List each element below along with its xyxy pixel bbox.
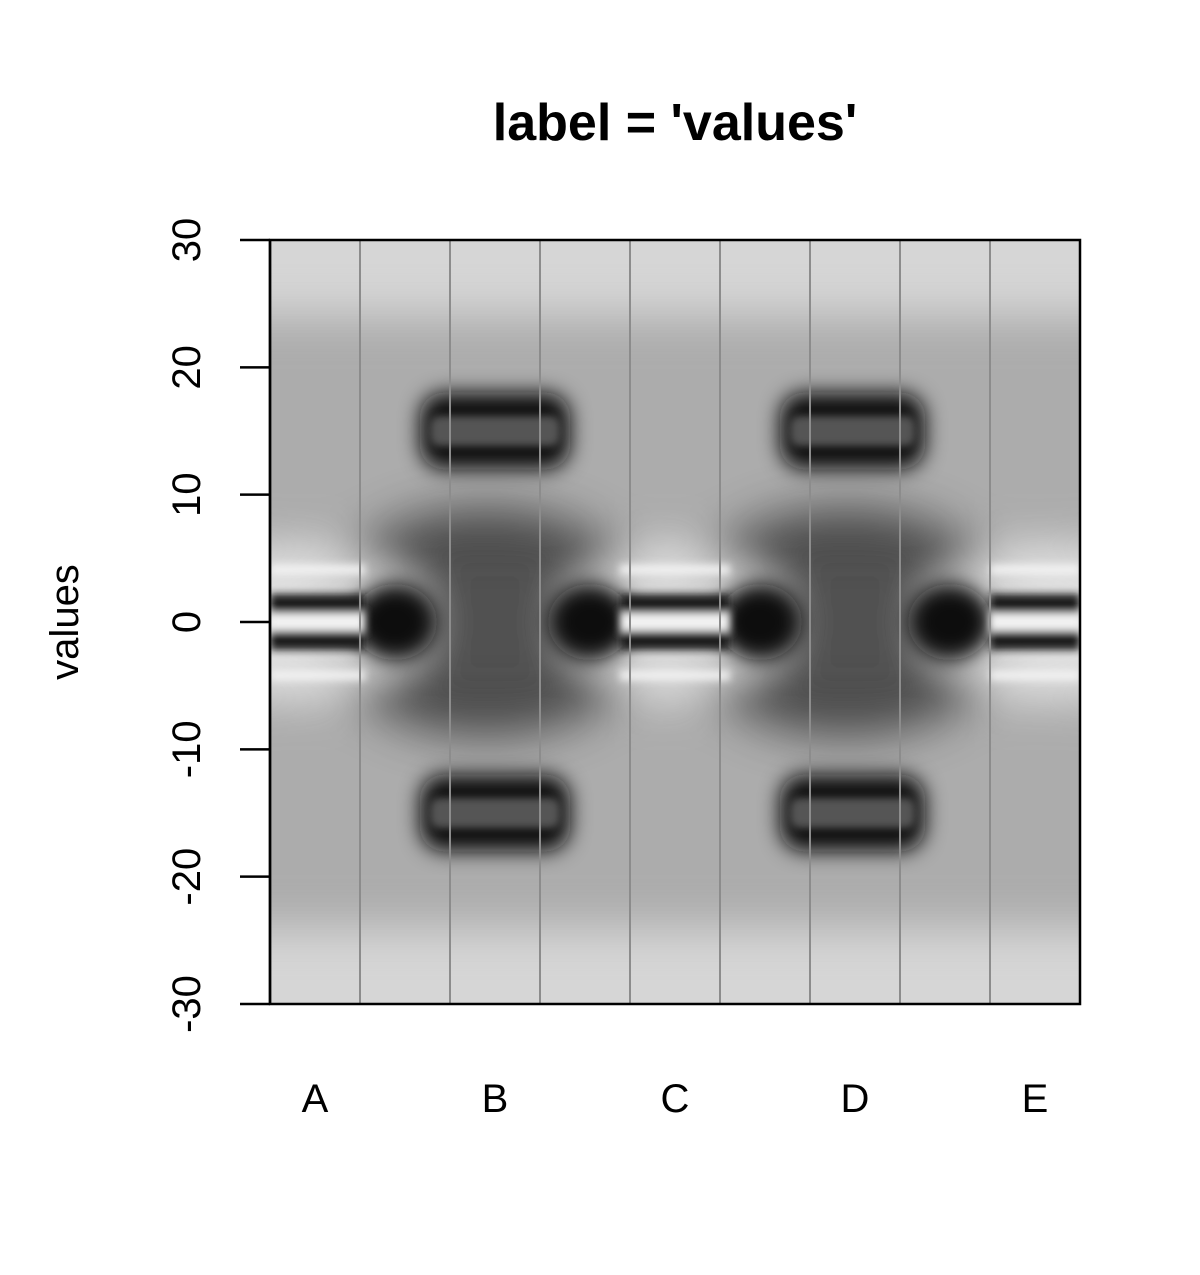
heatmap-zero-core xyxy=(270,613,365,631)
heatmap-zero-halo xyxy=(990,670,1080,681)
heatmap-detail-layer xyxy=(270,415,1080,829)
heatmap-zero-halo xyxy=(270,670,365,681)
heatmap-image xyxy=(270,240,1080,1004)
y-tick-label: 0 xyxy=(165,611,209,633)
x-category-label: D xyxy=(841,1077,870,1121)
column-dividers xyxy=(359,240,991,1004)
heatmap-blob xyxy=(718,584,802,660)
chart-title: label = 'values' xyxy=(493,94,857,152)
x-axis: A B C D E xyxy=(302,1077,1049,1121)
heatmap-zero-halo xyxy=(270,564,365,575)
heatmap-band xyxy=(270,698,1080,928)
heatmap-cluster-core xyxy=(430,797,560,829)
y-tick-label: -20 xyxy=(165,848,209,906)
heatmap-band xyxy=(270,316,1080,546)
x-category-label: E xyxy=(1022,1077,1049,1121)
y-tick-label: -30 xyxy=(165,975,209,1033)
heatmap-zero-core xyxy=(990,613,1080,631)
heatmap-cluster-core xyxy=(790,797,915,829)
y-tick-label: 30 xyxy=(165,218,209,263)
heatmap-plot-area xyxy=(270,240,1080,1004)
y-axis-label: values xyxy=(43,564,87,680)
heatmap-cluster-core xyxy=(430,415,560,447)
heatmap-blob xyxy=(548,584,632,660)
heatmap-lobe xyxy=(311,502,661,742)
y-tick-label: 20 xyxy=(165,345,209,390)
heatmap-zero-halo xyxy=(620,564,730,575)
x-category-label: C xyxy=(661,1077,690,1121)
y-tick-label: 10 xyxy=(165,472,209,516)
heatmap-zero-halo xyxy=(990,564,1080,575)
x-category-label: B xyxy=(482,1077,509,1121)
heatmap-blob xyxy=(908,584,992,660)
y-tick-label: -10 xyxy=(165,720,209,778)
heatmap-zero-core xyxy=(620,613,730,631)
heatmap-blob xyxy=(353,584,437,660)
heatmap-cluster-core xyxy=(790,415,915,447)
heatmap-lobe xyxy=(671,502,1021,742)
y-axis: -30 -20 -10 0 10 20 30 xyxy=(165,218,272,1033)
heatmap-zero-halo xyxy=(620,670,730,681)
x-category-label: A xyxy=(302,1077,329,1121)
